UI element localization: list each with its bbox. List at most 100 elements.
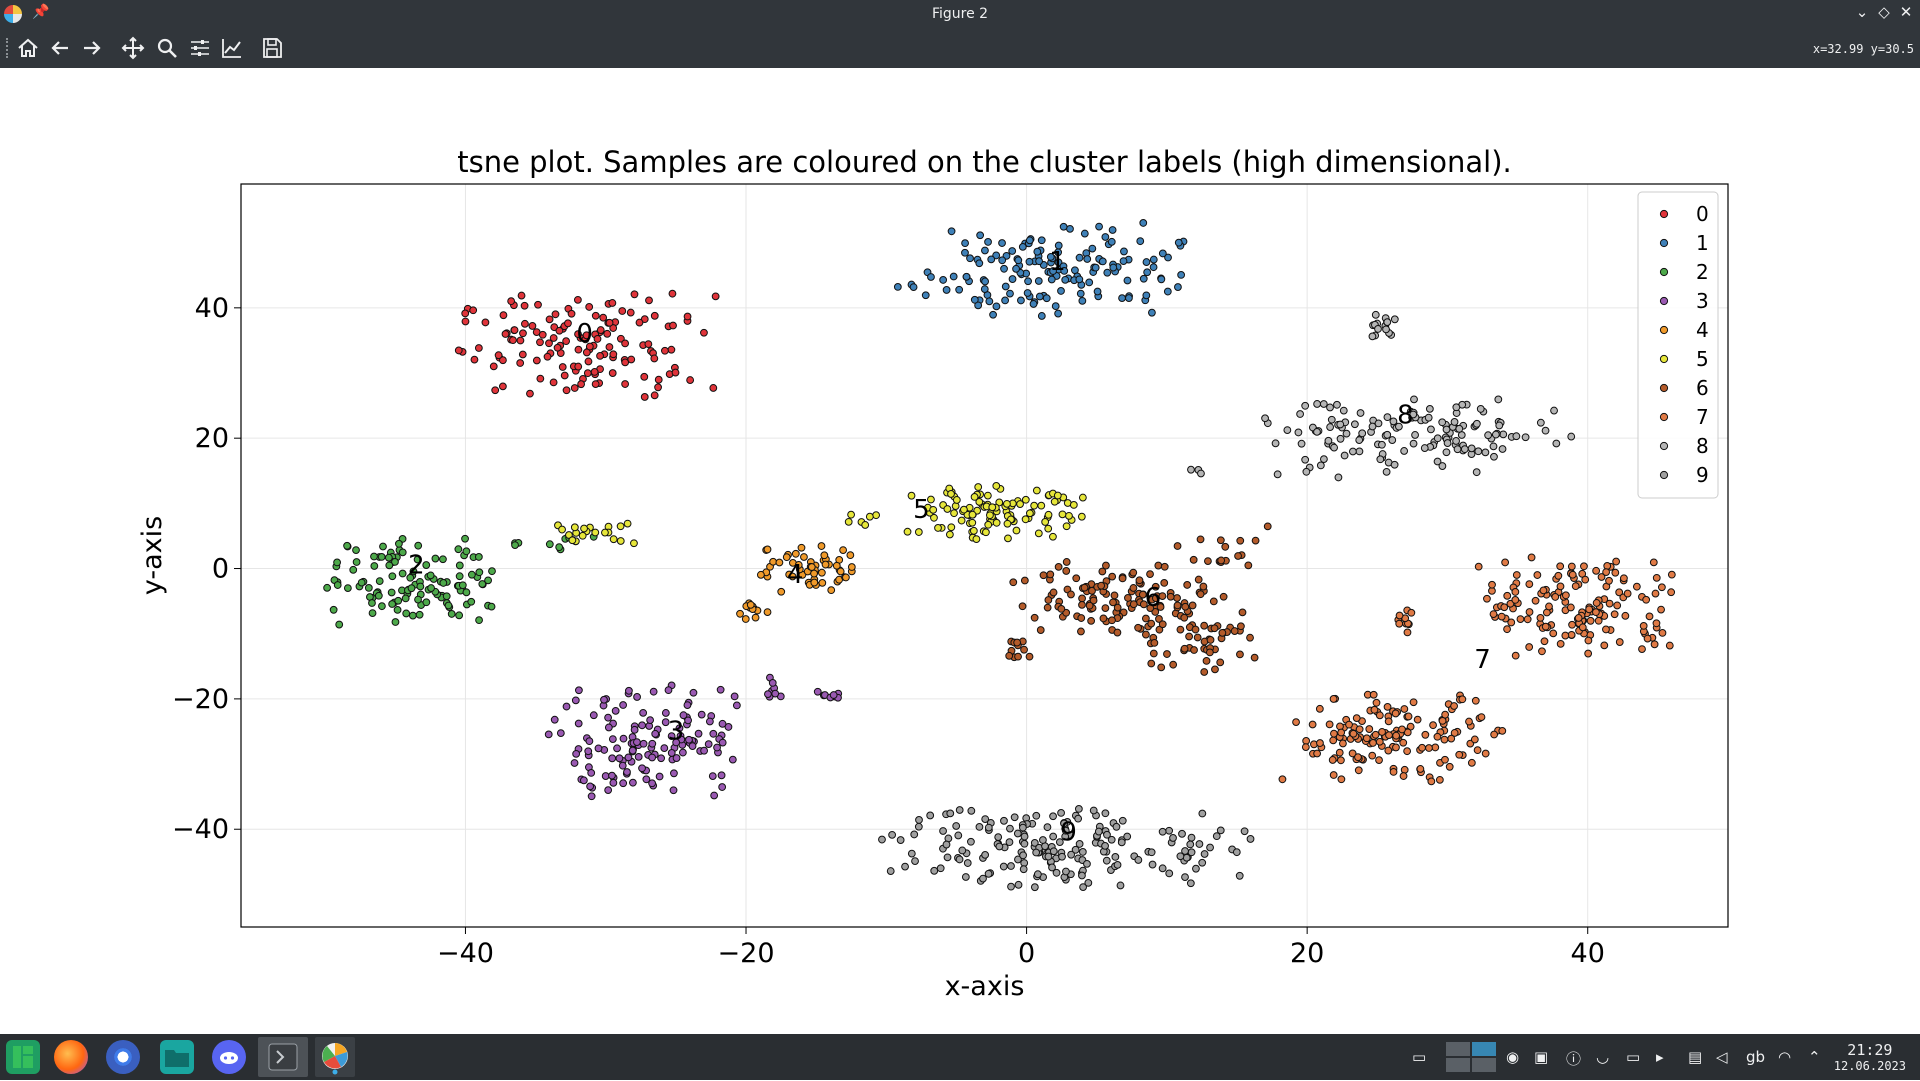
back-button[interactable] [48,36,74,60]
data-point [1003,519,1012,528]
update-icon[interactable]: ⓘ [1566,1050,1582,1068]
chromium-icon[interactable] [106,1040,140,1074]
maximize-icon[interactable]: ◇ [1878,3,1890,21]
home-button[interactable] [16,36,42,60]
close-icon[interactable]: ✕ [1899,3,1913,21]
data-point [1158,827,1167,836]
expand-tray-icon[interactable]: ⌃ [1808,1048,1821,1066]
data-point [718,719,727,728]
data-point [627,355,636,364]
data-point [1490,730,1499,739]
data-point [1147,848,1156,857]
desktop-icon[interactable]: ▭ [1412,1048,1427,1066]
data-point [1467,444,1476,453]
data-point [549,378,558,387]
data-point [1302,467,1311,476]
data-point [1124,594,1132,602]
terminal-tray-icon[interactable]: ▸ [1656,1048,1664,1066]
data-point [422,561,431,569]
data-point [1003,499,1011,508]
data-point [1236,536,1245,545]
save-button[interactable] [260,36,286,60]
data-point [573,295,582,304]
data-point [1340,451,1349,460]
data-point [1336,420,1345,429]
data-point [1615,588,1624,597]
data-point [955,285,964,294]
data-point [1602,568,1611,576]
manjaro-icon[interactable] [6,1040,40,1074]
data-point [1152,594,1160,603]
data-point [585,303,594,311]
data-point [1123,832,1132,841]
data-point [1037,236,1046,245]
data-point [957,516,966,525]
series-cluster-7 [1278,553,1676,786]
data-point [1337,775,1346,784]
cluster-annotation: 0 [576,319,593,349]
data-point [447,610,456,618]
data-point [1020,576,1029,585]
data-point [1097,581,1106,590]
data-point [1001,282,1010,291]
data-point [562,702,571,711]
data-point [961,239,969,248]
pan-button[interactable] [121,36,147,60]
data-point [585,737,594,746]
data-point [1334,473,1343,482]
data-point [1174,283,1182,291]
data-point [1278,775,1287,784]
discord-icon[interactable] [212,1040,246,1074]
data-point [555,326,564,335]
matplotlib-icon[interactable] [315,1037,355,1077]
figure-canvas[interactable]: −40 −20 0 20 40 −40 −20 0 20 40 0 1 2 3 4 5 6 7 8 9 tsne plo… [0,68,1920,1034]
zoom-button[interactable] [155,36,181,60]
axes-button[interactable] [220,36,246,60]
network-icon[interactable]: ▣ [1534,1048,1549,1066]
data-point [1061,826,1070,835]
data-point [1613,601,1622,610]
data-point [718,738,727,747]
shield-icon[interactable]: ◡ [1596,1048,1610,1066]
data-point [1032,848,1041,857]
terminal-icon[interactable] [258,1037,308,1077]
data-point [494,351,503,360]
data-point [952,822,961,830]
data-point [1199,582,1208,591]
data-point [1498,726,1507,735]
subplots-button[interactable] [188,36,214,60]
clipboard-icon[interactable]: ▤ [1688,1048,1703,1066]
data-point [1556,639,1565,648]
pager-icon[interactable] [1446,1042,1496,1072]
data-point [623,519,632,528]
data-point [604,713,612,722]
data-point [660,744,669,753]
data-point [1561,591,1570,600]
legend[interactable]: 0 1 2 3 4 5 6 7 8 9 [1637,191,1719,499]
wifi-icon[interactable]: ◠ [1778,1048,1792,1066]
minimize-icon[interactable]: ⌄ [1855,3,1869,21]
data-point [395,539,403,548]
forward-button[interactable] [80,36,106,60]
data-point [1621,611,1630,620]
pin-icon[interactable]: 📌 [32,4,50,20]
toolbar-grip[interactable] [6,38,9,58]
files-icon[interactable] [160,1040,194,1074]
keyboard-layout-indicator[interactable]: gb [1746,1048,1766,1066]
data-point [521,319,529,328]
display-icon[interactable]: ▭ [1626,1048,1641,1066]
series-cluster-3 [544,673,843,801]
discord-tray-icon[interactable]: ◉ [1506,1048,1520,1066]
data-point [1216,536,1225,545]
data-point [982,528,990,537]
data-point [550,323,559,332]
data-point [1103,268,1112,277]
data-point [1049,812,1057,821]
clock[interactable]: 21:29 12.06.2023 [1834,1041,1906,1073]
firefox-icon[interactable] [54,1040,88,1074]
volume-icon[interactable]: ◁ [1716,1048,1728,1066]
data-point [633,693,641,701]
data-point [1049,847,1058,856]
data-point [491,386,500,395]
